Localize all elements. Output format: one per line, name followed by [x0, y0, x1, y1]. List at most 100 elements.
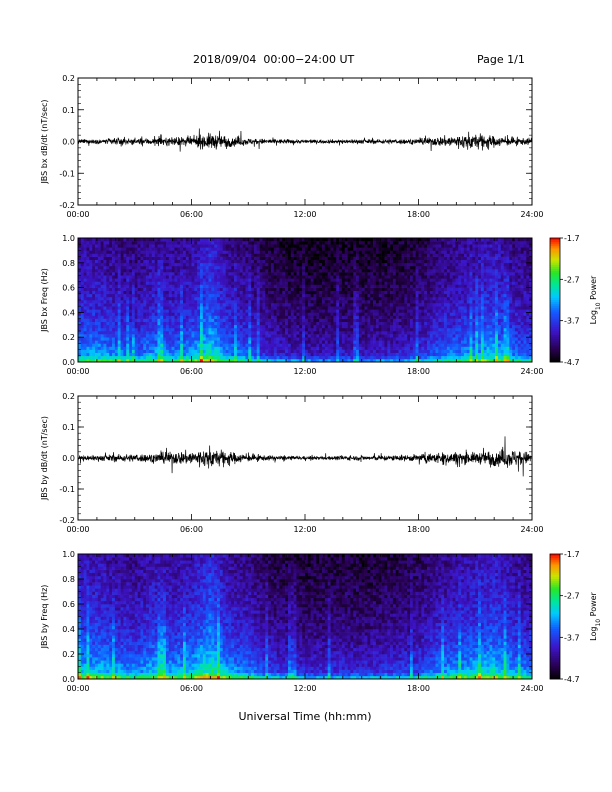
- spectrogram-cell: [117, 321, 121, 326]
- spectrogram-cell: [200, 259, 204, 264]
- spectrogram-cell: [106, 358, 110, 363]
- spectrogram-cell: [404, 278, 408, 282]
- spectrogram-cell: [112, 327, 116, 332]
- spectrogram-cell: [418, 346, 422, 350]
- spectrogram-cell: [146, 309, 150, 313]
- spectrogram-cell: [262, 284, 266, 288]
- spectrogram-cell: [330, 281, 334, 285]
- spectrogram-cell: [214, 244, 218, 248]
- spectrogram-cell: [353, 272, 357, 276]
- spectrogram-cell: [242, 278, 246, 282]
- spectrogram-cell: [225, 331, 229, 335]
- spectrogram-cell: [225, 244, 229, 248]
- spectrogram-cell: [80, 244, 84, 248]
- spectrogram-cell: [228, 262, 232, 267]
- spectrogram-cell: [259, 303, 263, 307]
- spectrogram-cell: [256, 281, 260, 285]
- spectrogram-cell: [134, 293, 138, 298]
- spectrogram-cell: [236, 275, 241, 279]
- spectrogram-cell: [279, 293, 283, 298]
- spectrogram-cell: [333, 355, 337, 360]
- spectrogram-cell: [251, 337, 255, 341]
- spectrogram-cell: [83, 293, 87, 298]
- spectrogram-cell: [259, 247, 263, 251]
- spectrogram-cell: [222, 352, 226, 357]
- spectrogram-cell: [381, 346, 385, 350]
- spectrogram-cell: [185, 324, 189, 329]
- spectrogram-cell: [83, 278, 87, 282]
- spectrogram-cell: [336, 259, 340, 264]
- spectrogram-cell: [239, 262, 243, 267]
- spectrogram-cell: [194, 358, 198, 363]
- spectrogram-cell: [370, 244, 374, 248]
- spectrogram-cell: [126, 300, 130, 304]
- spectrogram-cell: [418, 337, 422, 341]
- spectrogram-cell: [239, 309, 243, 313]
- spectrogram-cell: [200, 253, 204, 257]
- spectrogram-cell: [336, 262, 340, 267]
- spectrogram-cell: [100, 324, 104, 329]
- spectrogram-cell: [358, 259, 363, 264]
- spectrogram-cell: [157, 306, 161, 310]
- spectrogram-cell: [109, 346, 113, 350]
- spectrogram-cell: [364, 352, 368, 357]
- spectrogram-cell: [205, 275, 209, 279]
- spectrogram-cell: [100, 293, 104, 298]
- spectrogram-cell: [339, 241, 343, 245]
- spectrogram-cell: [100, 269, 104, 273]
- spectrogram-cell: [353, 281, 357, 285]
- spectrogram-cell: [92, 253, 96, 257]
- spectrogram-cell: [171, 259, 175, 264]
- spectrogram-cell: [404, 259, 408, 264]
- spectrogram-cell: [324, 244, 328, 248]
- spectrogram-cell: [112, 300, 116, 304]
- spectrogram-cell: [356, 318, 360, 322]
- spectrogram-cell: [356, 312, 360, 316]
- spectrogram-cell: [333, 324, 337, 329]
- spectrogram-cell: [95, 269, 99, 273]
- spectrogram-cell: [392, 306, 397, 310]
- spectrogram-cell: [174, 244, 178, 248]
- spectrogram-cell: [395, 327, 399, 332]
- spectrogram-cell: [103, 247, 107, 251]
- spectrogram-cell: [324, 241, 328, 245]
- spectrogram-cell: [347, 358, 351, 363]
- spectrogram-cell: [339, 334, 343, 338]
- spectrogram-cell: [174, 300, 178, 304]
- spectrogram-cell: [157, 309, 161, 313]
- spectrogram-cell: [398, 358, 402, 363]
- spectrogram-cell: [381, 278, 385, 282]
- spectrogram-cell: [180, 259, 184, 264]
- spectrogram-cell: [259, 306, 263, 310]
- spectrogram-cell: [290, 290, 294, 295]
- spectrogram-cell: [89, 238, 93, 242]
- spectrogram-cell: [336, 321, 340, 326]
- spectrogram-cell: [234, 315, 238, 319]
- spectrogram-cell: [398, 293, 402, 298]
- spectrogram-cell: [117, 340, 121, 344]
- spectrogram-cell: [330, 238, 334, 242]
- spectrogram-cell: [322, 306, 326, 310]
- spectrogram-cell: [268, 241, 272, 245]
- spectrogram-cell: [361, 241, 365, 245]
- spectrogram-cell: [407, 272, 411, 276]
- spectrogram-cell: [412, 278, 416, 282]
- spectrogram-cell: [231, 250, 235, 254]
- spectrogram-cell: [384, 265, 388, 270]
- spectrogram-cell: [126, 324, 130, 329]
- spectrogram-cell: [228, 287, 232, 291]
- spectrogram-cell: [373, 287, 377, 291]
- spectrogram-cell: [279, 318, 283, 322]
- spectrogram-cell: [373, 303, 377, 307]
- spectrogram-cell: [398, 355, 402, 360]
- spectrogram-cell: [89, 309, 93, 313]
- spectrogram-cell: [185, 256, 189, 260]
- spectrogram-cell: [302, 340, 306, 344]
- spectrogram-cell: [307, 247, 311, 251]
- spectrogram-cell: [214, 306, 218, 310]
- spectrogram-cell: [285, 290, 289, 295]
- spectrogram-cell: [112, 275, 116, 279]
- spectrogram-cell: [401, 287, 405, 291]
- spectrogram-cell: [222, 300, 226, 304]
- spectrogram-cell: [341, 343, 346, 347]
